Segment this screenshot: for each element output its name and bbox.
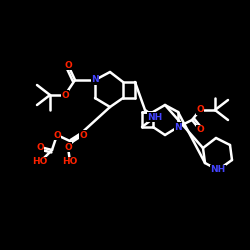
- Text: O: O: [53, 130, 61, 140]
- Text: O: O: [79, 130, 87, 140]
- Text: NH: NH: [210, 166, 226, 174]
- Text: HO: HO: [32, 158, 48, 166]
- Text: O: O: [64, 60, 72, 70]
- Text: O: O: [36, 142, 44, 152]
- Text: N: N: [91, 76, 99, 84]
- Text: NH: NH: [148, 112, 162, 122]
- Text: O: O: [64, 142, 72, 152]
- Text: N: N: [174, 122, 182, 132]
- Text: O: O: [61, 90, 69, 100]
- Text: O: O: [196, 106, 204, 114]
- Text: HO: HO: [62, 158, 78, 166]
- Text: O: O: [196, 126, 204, 134]
